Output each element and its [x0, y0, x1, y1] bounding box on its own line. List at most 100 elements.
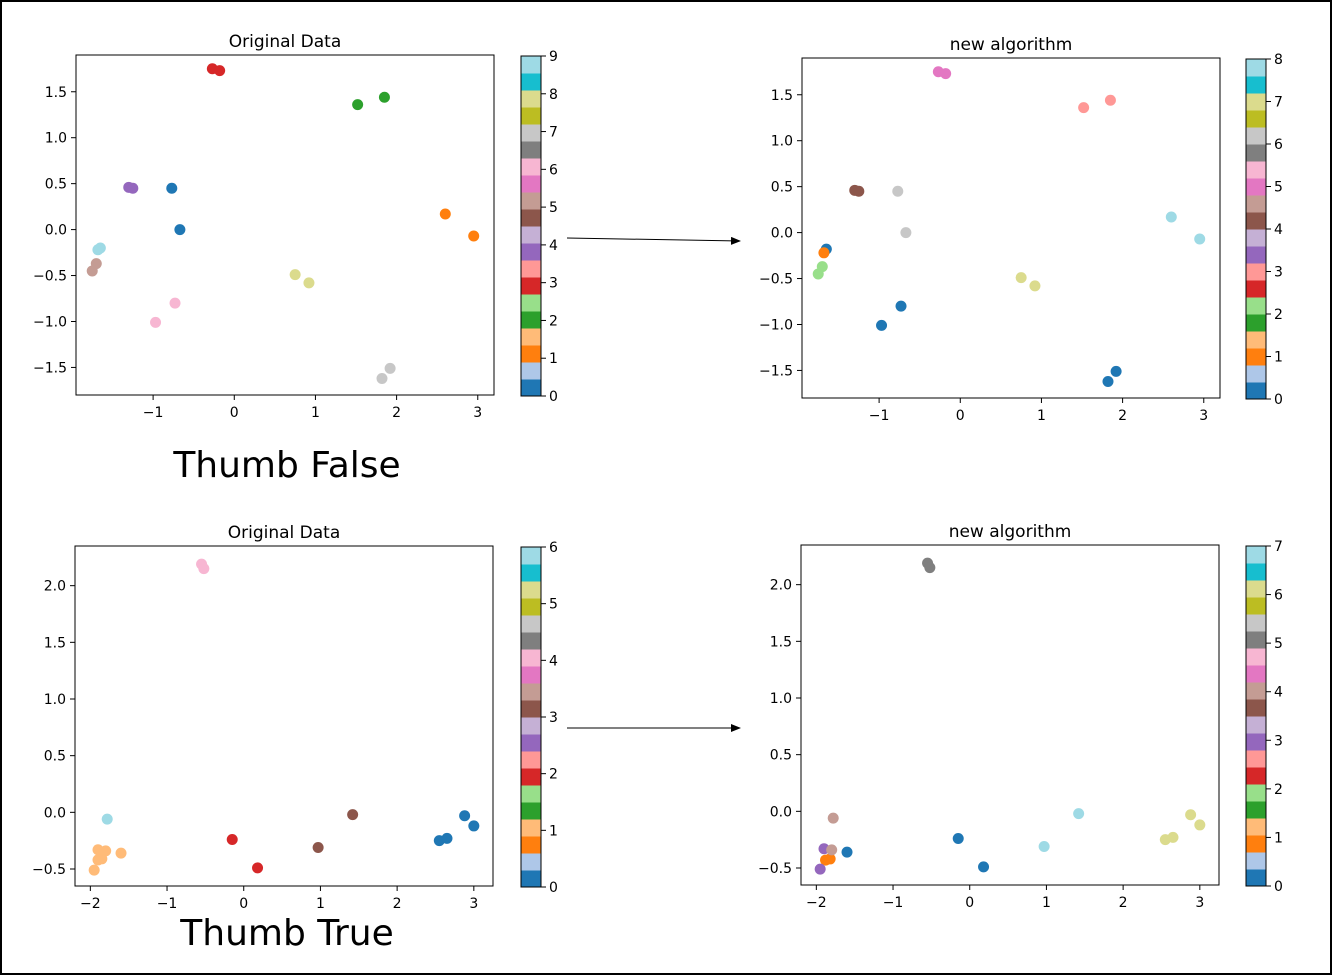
data-point	[940, 68, 952, 80]
data-point	[1194, 819, 1206, 831]
scatter-chart-top-left: Original Data −1 0 1 2 3 −1.5 −1.0 −0.5 0.0 0.5 1.0…	[33, 32, 558, 421]
data-point	[312, 841, 324, 853]
colorbar-tick-label: 5	[1274, 180, 1283, 196]
y-tick-label: 0.0	[770, 804, 792, 820]
colorbar-segment	[1246, 365, 1266, 383]
y-tick-label: 1.5	[771, 88, 793, 104]
colorbar-segment	[521, 192, 541, 210]
colorbar-segment	[521, 751, 541, 769]
data-point	[814, 863, 826, 875]
data-point	[1102, 375, 1114, 387]
chart-title: new algorithm	[950, 35, 1073, 55]
colorbar-segment	[1246, 563, 1266, 581]
data-point	[818, 247, 830, 259]
colorbar-segment	[1246, 631, 1266, 649]
colorbar-tick-label: 6	[1274, 137, 1283, 153]
data-point	[1029, 280, 1041, 292]
colorbar-segment	[1246, 699, 1266, 717]
colorbar-segment	[1246, 348, 1266, 366]
colorbar-tick-label: 2	[549, 313, 558, 329]
colorbar-segment	[521, 700, 541, 718]
colorbar-segment	[521, 683, 541, 701]
data-point	[127, 182, 139, 194]
colorbar-segment	[521, 598, 541, 616]
y-tick-label: −0.5	[758, 861, 792, 877]
colorbar-tick-label: 5	[549, 597, 558, 613]
colorbar-segment	[1246, 331, 1266, 349]
colorbar-segment	[521, 73, 541, 91]
data-point	[439, 208, 451, 220]
data-point	[1104, 94, 1116, 106]
colorbar-segment	[521, 547, 541, 565]
colorbar-tick-label: 8	[1274, 52, 1283, 68]
plot-frame	[74, 545, 494, 887]
data-point	[115, 847, 127, 859]
colorbar-segment	[521, 311, 541, 329]
colorbar-segment	[1246, 110, 1266, 128]
data-point	[900, 227, 912, 239]
colorbar-segment	[521, 802, 541, 820]
colorbar-tick-label: 7	[549, 125, 558, 141]
plot-frame	[801, 57, 1221, 399]
colorbar-tick-label: 0	[549, 880, 558, 896]
data-point	[347, 809, 359, 821]
colorbar-frame	[1245, 545, 1267, 887]
colorbar-segment	[521, 564, 541, 582]
y-tick-label: 2.0	[44, 579, 66, 595]
colorbar-tick-label: 5	[1274, 636, 1283, 652]
plot-frame	[75, 54, 495, 396]
colorbar-tick-label: 4	[549, 238, 558, 254]
colorbar-segment	[521, 362, 541, 380]
y-tick-label: 0.5	[771, 180, 793, 196]
data-point	[226, 834, 238, 846]
x-tick-label: 3	[1199, 408, 1208, 424]
data-point	[892, 185, 904, 197]
colorbar-segment	[521, 345, 541, 363]
colorbar-segment	[521, 294, 541, 312]
colorbar-tick-label: 2	[1274, 307, 1283, 323]
arrow-top	[566, 236, 741, 245]
x-tick-label: −2	[80, 896, 101, 912]
colorbar-segment	[521, 209, 541, 227]
colorbar-segment	[1246, 229, 1266, 247]
x-tick-label: 0	[239, 896, 248, 912]
y-tick-label: 1.5	[45, 85, 67, 101]
colorbar-tick-label: 1	[549, 351, 558, 367]
y-tick-label: 1.0	[44, 692, 66, 708]
y-tick-label: 2.0	[770, 578, 792, 594]
data-point	[1038, 840, 1050, 852]
colorbar-segment	[1246, 59, 1266, 77]
data-point	[441, 832, 453, 844]
colorbar-segment	[1246, 784, 1266, 802]
scatter-chart-bottom-right: new algorithm −2 −1 0 1 2 3 −0.5 0.0 0.5 1.0 1.5 2.0…	[758, 522, 1283, 911]
colorbar-tick-label: 6	[549, 162, 558, 178]
colorbar-segment	[521, 666, 541, 684]
colorbar-segment	[1246, 818, 1266, 836]
colorbar-segment	[521, 870, 541, 888]
colorbar-segment	[521, 768, 541, 786]
data-point	[289, 269, 301, 281]
x-tick-label: 0	[956, 408, 965, 424]
y-tick-label: −1.0	[759, 317, 793, 333]
y-tick-label: 0.5	[770, 748, 792, 764]
data-point	[924, 562, 936, 574]
data-point	[174, 224, 186, 236]
colorbar-segment	[521, 632, 541, 650]
colorbar-segment	[521, 853, 541, 871]
x-tick-label: −1	[157, 896, 178, 912]
data-point	[100, 845, 112, 857]
colorbar-segment	[521, 717, 541, 735]
y-tick-label: 0.0	[44, 805, 66, 821]
colorbar-segment	[1246, 314, 1266, 332]
colorbar-segment	[1246, 597, 1266, 615]
colorbar-segment	[521, 649, 541, 667]
data-point	[459, 810, 471, 822]
y-tick-label: 0.0	[45, 223, 67, 239]
colorbar-segment	[1246, 212, 1266, 230]
colorbar-segment	[521, 56, 541, 74]
data-point	[303, 277, 315, 289]
colorbar-segment	[1246, 614, 1266, 632]
data-point	[169, 297, 181, 309]
colorbar-tick-label: 9	[549, 49, 558, 65]
